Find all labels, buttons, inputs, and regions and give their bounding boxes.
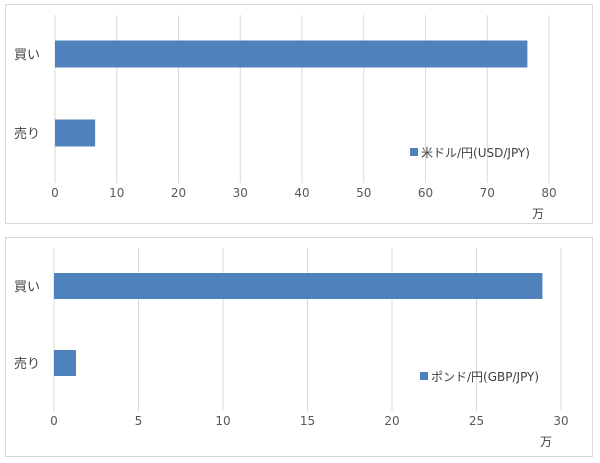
tick-label: 80 — [541, 186, 556, 200]
bar-買い — [55, 40, 528, 68]
tick-label: 15 — [300, 414, 315, 428]
tick-label: 25 — [469, 414, 484, 428]
tick-label: 0 — [50, 414, 58, 428]
category-label: 買い — [14, 48, 40, 63]
tick-label: 20 — [384, 414, 399, 428]
category-label: 買い — [14, 280, 40, 295]
category-label: 売り — [14, 356, 40, 372]
tick-label: 40 — [294, 186, 309, 200]
tick-label: 50 — [356, 186, 371, 200]
category-label: 売り — [14, 126, 40, 142]
tick-label: 5 — [135, 414, 143, 428]
bar-売り — [54, 350, 76, 376]
legend-swatch — [420, 372, 428, 380]
tick-label: 30 — [233, 186, 248, 200]
tick-label: 20 — [171, 186, 186, 200]
legend-swatch — [410, 148, 418, 156]
bar-売り — [55, 119, 96, 147]
legend-label: 米ドル/円(USD/JPY) — [421, 146, 530, 160]
legend-label: ポンド/円(GBP/JPY) — [431, 370, 539, 384]
axis-unit-label: 万 — [532, 207, 544, 221]
tick-label: 60 — [418, 186, 433, 200]
tick-label: 30 — [553, 414, 568, 428]
chart-panel-usd-jpy: 買い売り 0 10 20 30 40 50 60 70 80 万 米ドル/円(USD/JPY) — [5, 4, 593, 224]
tick-label: 0 — [51, 186, 59, 200]
tick-label: 10 — [215, 414, 230, 428]
chart-panel-gbp-jpy: 買い売り 0 5 10 15 20 25 30 万 ポンド/円(GBP/JPY) — [5, 237, 593, 457]
axis-unit-label: 万 — [540, 435, 552, 449]
tick-label: 70 — [480, 186, 495, 200]
bar-買い — [54, 273, 543, 299]
tick-label: 10 — [109, 186, 124, 200]
